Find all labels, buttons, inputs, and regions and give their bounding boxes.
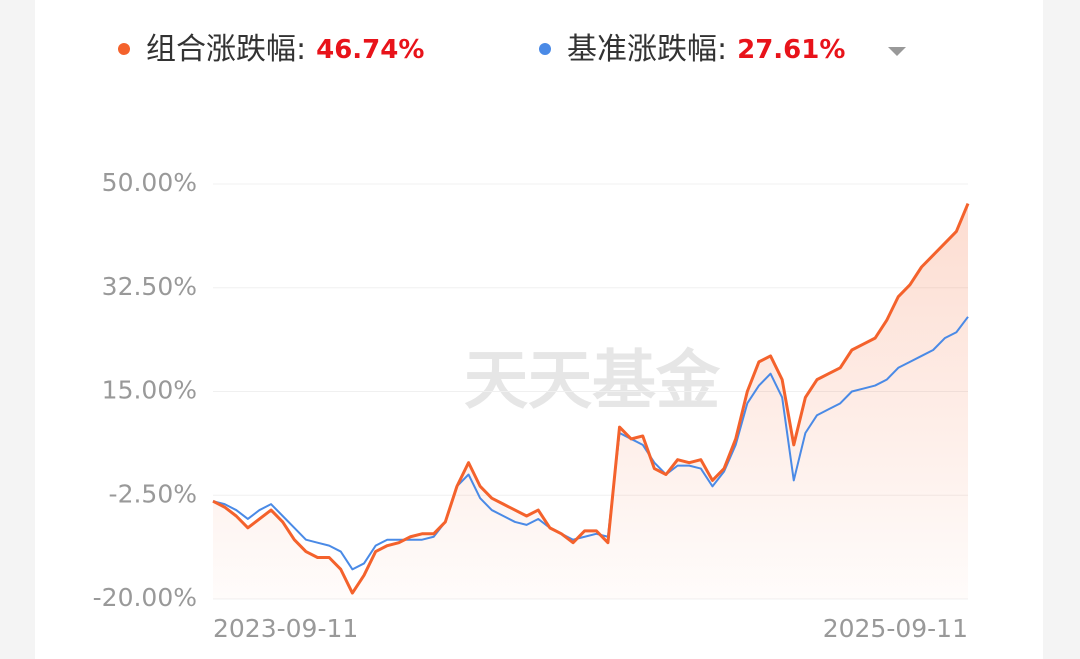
watermark: 天天基金 (464, 344, 721, 419)
y-tick-label: 32.50% (102, 272, 197, 301)
legend-marker (118, 43, 130, 55)
series-line (212, 316, 969, 571)
x-tick-label: 2025-09-11 (823, 614, 968, 643)
legend-entry: 组合涨跌幅: 46.74% (146, 32, 424, 67)
y-tick-label: -20.00% (93, 583, 197, 612)
legend-value: 27.61% (737, 35, 845, 65)
legend-value: 46.74% (316, 35, 424, 65)
series-line (212, 202, 970, 595)
area (213, 203, 968, 600)
y-tick-label: -2.50% (109, 479, 197, 508)
y-tick-label: 50.00% (102, 168, 197, 197)
x-tick-label: 2023-09-11 (213, 614, 358, 643)
legend-label: 组合涨跌幅: (146, 32, 306, 67)
dropdown-arrow[interactable] (888, 47, 906, 56)
legend-label: 基准涨跌幅: (567, 32, 727, 67)
y-tick-label: 15.00% (102, 376, 197, 405)
legend-entry: 基准涨跌幅: 27.61% (567, 32, 845, 67)
legend-marker (539, 43, 551, 55)
